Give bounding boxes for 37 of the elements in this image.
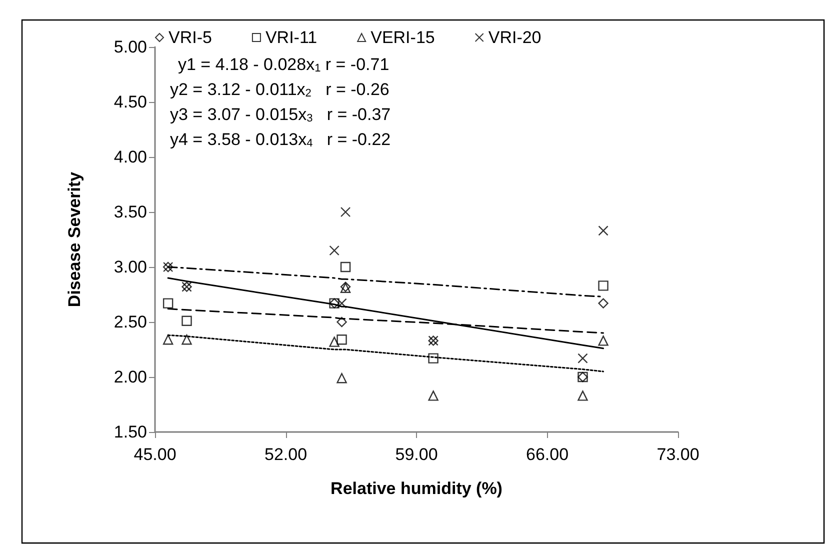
point xyxy=(598,298,608,308)
legend-label: VRI-5 xyxy=(168,28,212,47)
y-tick-label: 2.00 xyxy=(114,368,147,386)
y-tick-label: 3.00 xyxy=(114,258,147,276)
point xyxy=(428,390,438,401)
y-tick-label: 1.50 xyxy=(114,422,147,442)
point xyxy=(578,353,588,364)
point xyxy=(340,206,351,218)
x-tick-label: 45.00 xyxy=(134,445,176,464)
point xyxy=(162,298,174,308)
x-tick-label: 66.00 xyxy=(526,445,569,464)
point xyxy=(329,336,340,347)
point xyxy=(162,334,174,345)
y-tick-label: 4.50 xyxy=(114,92,147,112)
point xyxy=(340,262,351,272)
point xyxy=(598,336,608,346)
line-series xyxy=(167,277,604,350)
point xyxy=(598,226,608,236)
y-axis-title: Disease Severity xyxy=(65,171,84,308)
legend-label: VRI-20 xyxy=(488,28,542,47)
legend-label: VERI-15 xyxy=(370,28,435,47)
x-tick-label: 52.00 xyxy=(264,445,308,464)
point xyxy=(182,334,192,345)
point xyxy=(578,390,588,401)
y-tick-label: 3.50 xyxy=(114,202,147,222)
y-tick-label: 2.50 xyxy=(114,312,147,332)
point xyxy=(336,373,347,384)
point xyxy=(182,316,192,326)
y-tick-label: 4.00 xyxy=(114,148,147,166)
x-axis-title: Relative humidity (%) xyxy=(330,479,502,498)
point xyxy=(598,280,608,291)
y-tick-label: 5.00 xyxy=(114,38,147,56)
point xyxy=(428,353,438,364)
point xyxy=(336,334,347,345)
x-tick-label: 73.00 xyxy=(656,445,700,464)
legend-label: VRI-11 xyxy=(265,28,318,47)
x-tick-label: 59.00 xyxy=(395,445,438,464)
